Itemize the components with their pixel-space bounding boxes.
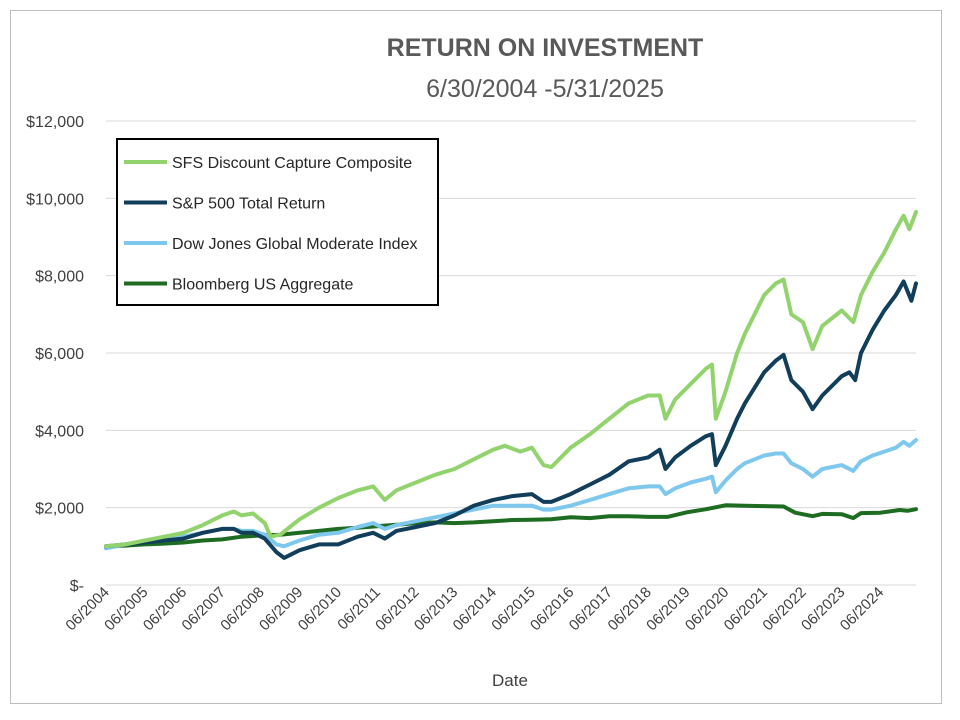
y-tick-label: $- [70,578,84,595]
legend-label-3: Bloomberg US Aggregate [172,277,354,294]
x-axis-label: Date [492,671,528,690]
legend-box [116,138,439,306]
y-axis-ticks: $- $2,000 $4,000 $6,000 $8,000 $10,000 $12,000 [26,114,84,595]
chart-title: RETURN ON INVESTMENT [387,34,704,62]
y-tick-label: $6,000 [35,346,84,363]
series-line-2 [104,438,918,551]
y-tick-label: $8,000 [35,269,84,286]
legend-label-1: S&P 500 Total Return [172,196,325,213]
x-tick-label: 06/2010 [295,584,345,634]
legend-label-0: SFS Discount Capture Composite [172,155,412,172]
x-axis-ticks: 06/200406/200506/200606/200706/200806/20… [62,584,887,634]
series-lines [104,209,918,560]
chart-frame [10,10,942,704]
y-tick-label: $2,000 [35,501,84,518]
y-tick-label: $10,000 [26,191,84,208]
series-line-3 [104,503,918,549]
legend-label-2: Dow Jones Global Moderate Index [172,236,417,253]
legend: SFS Discount Capture Composite S&P 500 To… [116,138,439,306]
chart-subtitle: 6/30/2004 -5/31/2025 [426,75,664,103]
series-line-1 [104,279,918,560]
y-tick-label: $4,000 [35,423,84,440]
series-line-0 [104,209,918,549]
x-tick-label: 06/2024 [837,584,887,634]
y-tick-label: $12,000 [26,114,84,131]
